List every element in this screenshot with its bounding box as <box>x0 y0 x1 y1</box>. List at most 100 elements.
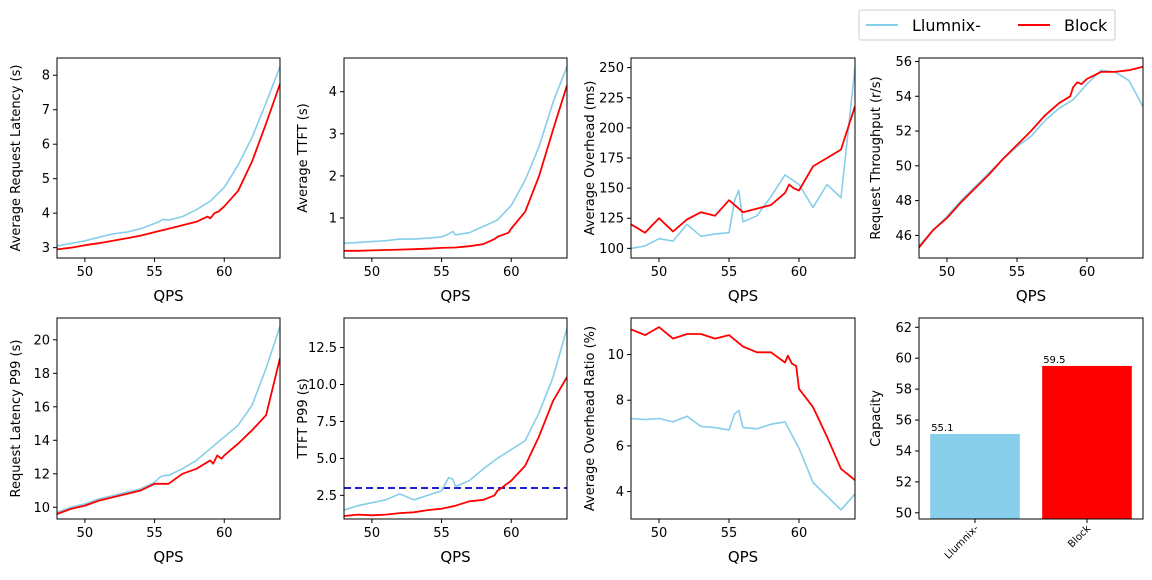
plot-area <box>57 326 280 515</box>
plot-area <box>344 328 567 517</box>
series-line-llumnix <box>344 66 567 245</box>
x-tick-label: 50 <box>651 526 668 541</box>
category-label: Block <box>1066 523 1093 550</box>
y-tick-label: 58 <box>895 383 912 398</box>
axes-frame <box>630 317 856 520</box>
axes-frame <box>918 57 1144 259</box>
x-axis-label: QPS <box>728 548 758 566</box>
x-tick-label: 50 <box>77 526 94 541</box>
x-tick-label: 60 <box>791 526 808 541</box>
y-tick-label: 12.5 <box>308 341 337 356</box>
x-tick-label: 60 <box>1079 265 1096 280</box>
x-axis-label: QPS <box>153 287 183 305</box>
x-tick-label: 55 <box>721 265 738 280</box>
x-axis-label: QPS <box>153 548 183 566</box>
y-tick-label: 3 <box>42 241 50 256</box>
y-tick-label: 14 <box>33 434 50 449</box>
x-tick-label: 50 <box>364 526 381 541</box>
legend-label-llumnix: Llumnix- <box>912 16 981 35</box>
y-tick-label: 54 <box>895 90 912 105</box>
series-line-llumnix <box>344 328 567 511</box>
axes-frame <box>630 57 856 259</box>
y-tick-label: 4 <box>329 85 337 100</box>
panel-6: 50 55 60 QPS 2.5 5.0 7.5 10.0 12.5 TTFT P99 (s) <box>296 317 568 566</box>
y-tick-label: 125 <box>599 212 624 227</box>
panel-8: 55.1 Llumnix- 59.5 Block 50 52 54 56 58 60 62 Capac… <box>869 317 1144 562</box>
x-tick-label: 55 <box>433 526 450 541</box>
y-tick-label: 2.5 <box>316 489 337 504</box>
y-tick-label: 1 <box>329 212 337 227</box>
y-tick-label: 50 <box>895 159 912 174</box>
bar-value-label: 55.1 <box>931 423 953 434</box>
x-tick-label: 50 <box>77 265 94 280</box>
x-tick-label: 60 <box>216 526 233 541</box>
x-tick-label: 55 <box>146 526 163 541</box>
axes-frame <box>343 317 568 520</box>
axes-frame <box>343 57 568 259</box>
axes-frame <box>56 317 281 520</box>
y-tick-label: 46 <box>895 229 912 244</box>
y-axis-label: Capacity <box>869 390 884 447</box>
plot-area <box>57 66 280 251</box>
y-tick-label: 3 <box>329 127 337 142</box>
x-tick-label: 50 <box>651 265 668 280</box>
y-tick-label: 200 <box>599 121 624 136</box>
y-tick-label: 4 <box>42 207 50 222</box>
y-tick-label: 175 <box>599 152 624 167</box>
y-tick-label: 10 <box>33 501 50 516</box>
series-line-llumnix <box>57 326 280 514</box>
bar-value-label: 59.5 <box>1043 355 1065 366</box>
plot-area <box>919 65 1143 249</box>
category-label: Llumnix- <box>943 523 982 562</box>
y-tick-label: 52 <box>895 125 912 140</box>
axes-frame <box>918 317 1144 520</box>
y-tick-label: 16 <box>33 400 50 415</box>
panel-7: 50 55 60 QPS 4 6 8 10 Average Overhead Ratio (%) <box>583 317 856 566</box>
x-tick-label: 55 <box>1009 265 1026 280</box>
y-tick-label: 5.0 <box>316 452 337 467</box>
y-axis-label: Average Overhead Ratio (%) <box>583 326 598 511</box>
y-tick-label: 62 <box>895 321 912 336</box>
plot-area <box>344 66 567 252</box>
y-tick-label: 4 <box>616 485 624 500</box>
bar-block <box>1042 365 1132 519</box>
y-axis-label: Request Throughput (r/s) <box>869 76 884 239</box>
y-tick-label: 150 <box>599 182 624 197</box>
panel-4: 50 55 60 QPS 46 48 50 52 54 56 Request Throughput … <box>869 55 1144 305</box>
x-axis-label: QPS <box>440 548 470 566</box>
series-line-block <box>631 326 855 481</box>
series-line-block <box>631 105 855 234</box>
y-tick-label: 52 <box>895 475 912 490</box>
y-tick-label: 7.5 <box>316 415 337 430</box>
x-tick-label: 60 <box>503 265 520 280</box>
x-axis-label: QPS <box>440 287 470 305</box>
y-tick-label: 10.0 <box>308 378 337 393</box>
x-tick-label: 55 <box>721 526 738 541</box>
y-tick-label: 54 <box>895 444 912 459</box>
legend-label-block: Block <box>1064 16 1108 35</box>
y-tick-label: 56 <box>895 55 912 70</box>
y-tick-label: 6 <box>616 439 624 454</box>
y-tick-label: 7 <box>42 103 50 118</box>
y-tick-label: 8 <box>616 394 624 409</box>
legend-box <box>858 9 1116 41</box>
x-tick-label: 50 <box>364 265 381 280</box>
series-line-llumnix <box>919 69 1143 247</box>
x-tick-label: 55 <box>146 265 163 280</box>
panel-1: 50 55 60 QPS 3 4 5 6 7 8 Average Request Latency (… <box>9 57 281 305</box>
x-tick-label: 50 <box>939 265 956 280</box>
series-line-llumnix <box>631 67 855 250</box>
plot-area <box>631 67 855 250</box>
x-axis-label: QPS <box>1016 287 1046 305</box>
series-line-block <box>344 376 567 517</box>
y-tick-label: 2 <box>329 169 337 184</box>
y-tick-label: 225 <box>599 91 624 106</box>
bar-llumnix <box>930 433 1020 519</box>
y-tick-label: 50 <box>895 506 912 521</box>
panel-5: 50 55 60 QPS 10 12 14 16 18 20 Request Latency P99… <box>9 317 281 566</box>
x-tick-label: 60 <box>791 265 808 280</box>
series-line-block <box>344 85 567 252</box>
series-line-llumnix <box>631 409 855 511</box>
